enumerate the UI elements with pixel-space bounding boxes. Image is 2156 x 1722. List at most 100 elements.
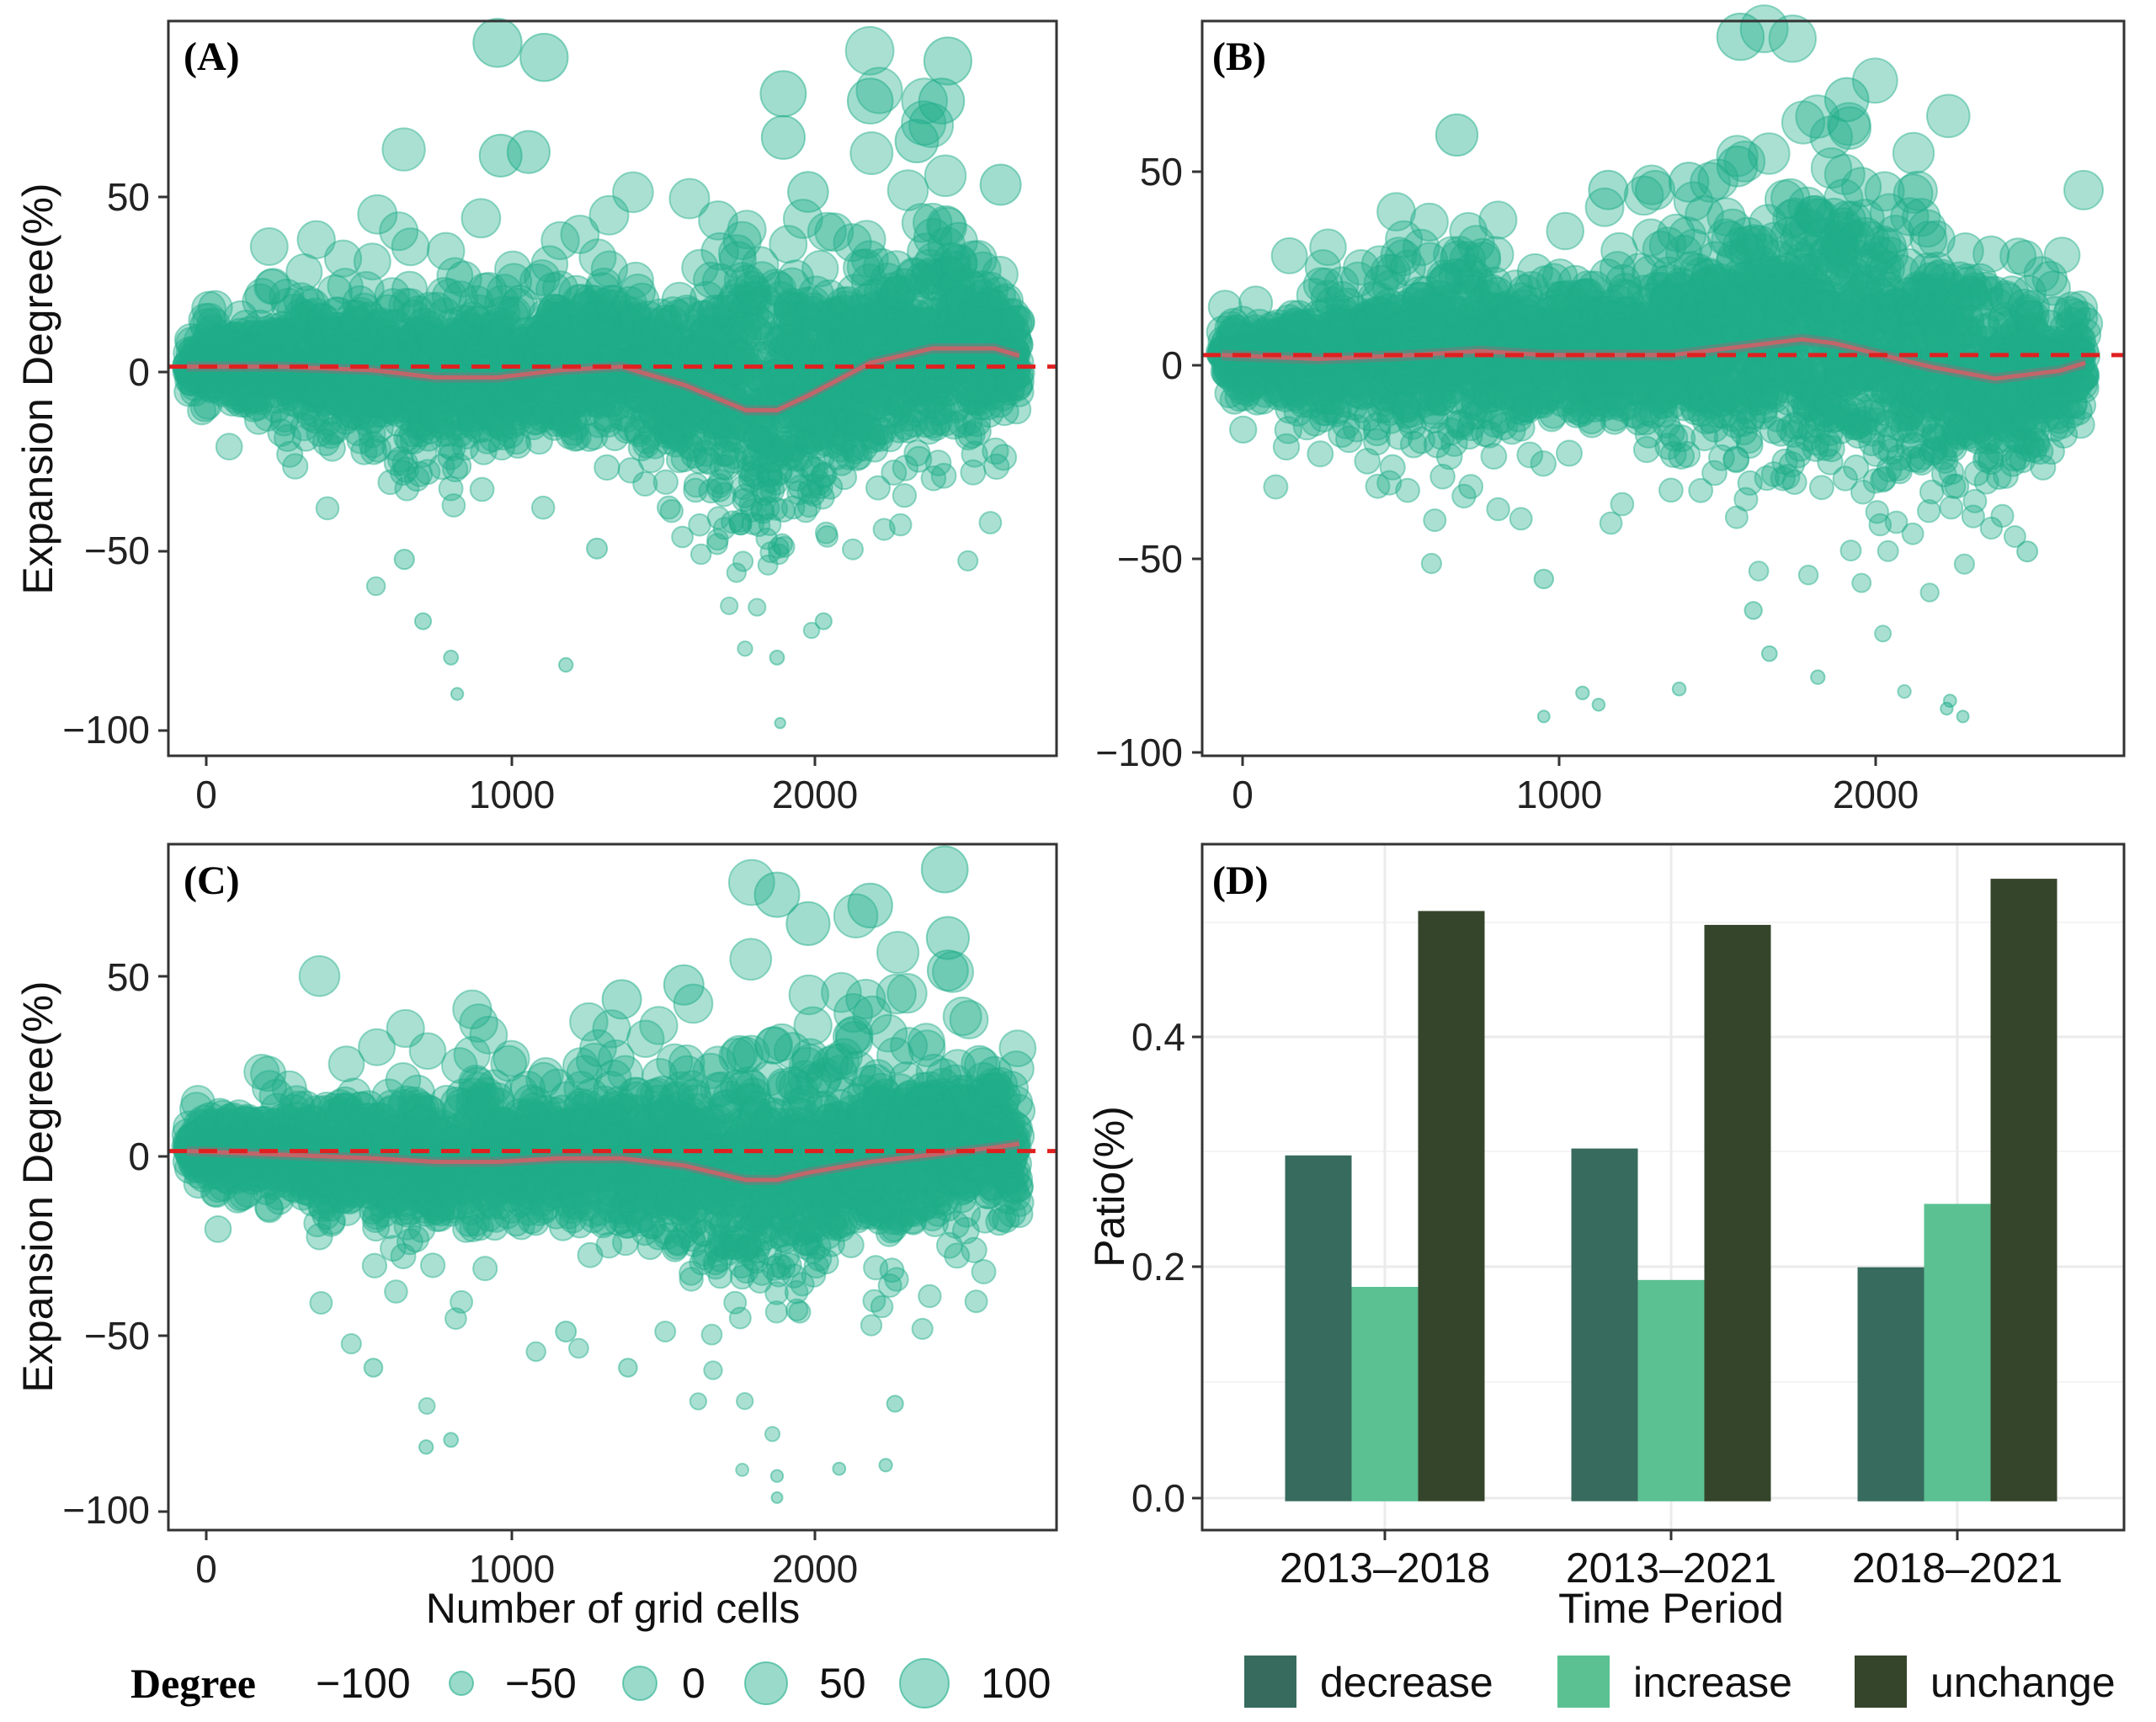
scatter-point bbox=[216, 322, 251, 356]
scatter-point bbox=[1919, 582, 1940, 603]
scatter-point bbox=[737, 640, 753, 657]
scatter-point bbox=[732, 550, 754, 572]
scatter-point bbox=[195, 372, 227, 404]
panel-a-points bbox=[172, 18, 1035, 730]
scatter-point bbox=[1309, 228, 1347, 267]
scatter-point bbox=[1839, 539, 1862, 562]
scatter-point bbox=[236, 384, 266, 414]
scatter-point bbox=[240, 373, 272, 405]
scatter-point bbox=[1877, 539, 1899, 562]
scatter-point bbox=[226, 382, 257, 413]
scatter-point bbox=[990, 444, 1018, 471]
scatter-point bbox=[888, 513, 913, 537]
scatter-point bbox=[254, 268, 292, 305]
scatter-point bbox=[238, 328, 272, 362]
scatter-point bbox=[238, 392, 269, 423]
scatter-point bbox=[232, 316, 267, 350]
scatter-point bbox=[196, 307, 232, 343]
scatter-point bbox=[268, 375, 300, 407]
scatter-point bbox=[208, 320, 242, 354]
scatter-point bbox=[381, 127, 426, 172]
scatter-point bbox=[1530, 450, 1557, 477]
scatter-point bbox=[720, 596, 739, 615]
scatter-point bbox=[268, 320, 302, 354]
panel-a: (A) 0 1000 2000 50 0 −50 −100 Expansion … bbox=[14, 18, 1058, 816]
scatter-point bbox=[244, 406, 274, 435]
scatter-point bbox=[257, 317, 291, 352]
scatter-outlier-point bbox=[586, 537, 609, 560]
scatter-point bbox=[211, 325, 246, 359]
scatter-point bbox=[191, 290, 226, 327]
scatter-point bbox=[198, 322, 232, 357]
scatter-point bbox=[1003, 357, 1035, 389]
scatter-point bbox=[187, 396, 217, 426]
scatter-point bbox=[1379, 454, 1406, 481]
scatter-point bbox=[1874, 624, 1892, 643]
scatter-point bbox=[612, 171, 654, 214]
scatter-point bbox=[748, 598, 767, 617]
scatter-point bbox=[849, 131, 894, 175]
scatter-point bbox=[353, 242, 391, 281]
scatter-point bbox=[1892, 131, 1935, 175]
scatter-point bbox=[216, 322, 251, 357]
scatter-point bbox=[188, 302, 223, 337]
panel-a-ytick: 50 bbox=[107, 175, 150, 219]
scatter-point bbox=[221, 380, 252, 411]
panel-a-xtick: 0 bbox=[195, 773, 217, 816]
scatter-point bbox=[842, 538, 864, 561]
scatter-point bbox=[264, 317, 299, 352]
scatter-point bbox=[263, 318, 297, 352]
panel-a-ytick: −50 bbox=[84, 529, 150, 572]
scatter-point bbox=[1901, 522, 1924, 545]
scatter-outlier-point bbox=[769, 649, 785, 666]
scatter-outlier-point bbox=[393, 549, 415, 571]
scatter-point bbox=[223, 300, 258, 335]
scatter-point bbox=[1797, 564, 1819, 586]
scatter-point bbox=[189, 392, 221, 423]
scatter-point bbox=[192, 302, 227, 337]
scatter-point bbox=[1658, 477, 1684, 503]
scatter-point bbox=[1509, 507, 1533, 531]
scatter-point bbox=[1808, 475, 1834, 501]
panel-b-points bbox=[1205, 4, 2104, 724]
scatter-point bbox=[249, 322, 283, 356]
scatter-outlier-point bbox=[894, 119, 940, 164]
scatter-point bbox=[262, 325, 295, 359]
scatter-point bbox=[594, 454, 620, 481]
scatter-point bbox=[262, 384, 292, 414]
scatter-point bbox=[210, 327, 243, 360]
scatter-point bbox=[217, 371, 248, 402]
scatter-point bbox=[221, 383, 252, 414]
scatter-point bbox=[232, 378, 264, 409]
scatter-point bbox=[249, 227, 289, 266]
scatter-outlier-point bbox=[846, 77, 894, 125]
scatter-point bbox=[253, 268, 290, 306]
panel-a-ylabel: Expansion Degree(%) bbox=[14, 183, 61, 594]
scatter-outlier-point bbox=[443, 649, 460, 666]
scatter-point bbox=[189, 327, 222, 362]
scatter-point bbox=[205, 375, 237, 406]
scatter-point bbox=[242, 309, 278, 344]
scatter-point bbox=[1851, 572, 1872, 593]
scatter-point bbox=[242, 391, 273, 422]
scatter-outlier-point bbox=[450, 687, 465, 701]
scatter-point bbox=[229, 309, 264, 344]
scatter-point bbox=[1486, 497, 1510, 522]
scatter-point bbox=[204, 324, 238, 358]
scatter-point bbox=[1270, 237, 1308, 274]
scatter-point bbox=[241, 382, 272, 413]
scatter-point bbox=[247, 319, 281, 353]
scatter-point bbox=[238, 374, 269, 406]
scatter-point bbox=[214, 375, 246, 407]
scatter-point bbox=[469, 476, 495, 502]
panel-b: (B) 0 1000 2000 50 0 −50 −100 bbox=[1095, 4, 2126, 816]
scatter-point bbox=[1000, 304, 1035, 339]
scatter-outlier-point bbox=[760, 114, 807, 160]
scatter-point bbox=[244, 278, 280, 314]
scatter-point bbox=[270, 373, 302, 405]
scatter-point bbox=[460, 198, 502, 239]
scatter-outlier-point bbox=[506, 130, 551, 174]
scatter-point bbox=[727, 210, 767, 250]
panel-a-xtick: 1000 bbox=[469, 773, 555, 816]
